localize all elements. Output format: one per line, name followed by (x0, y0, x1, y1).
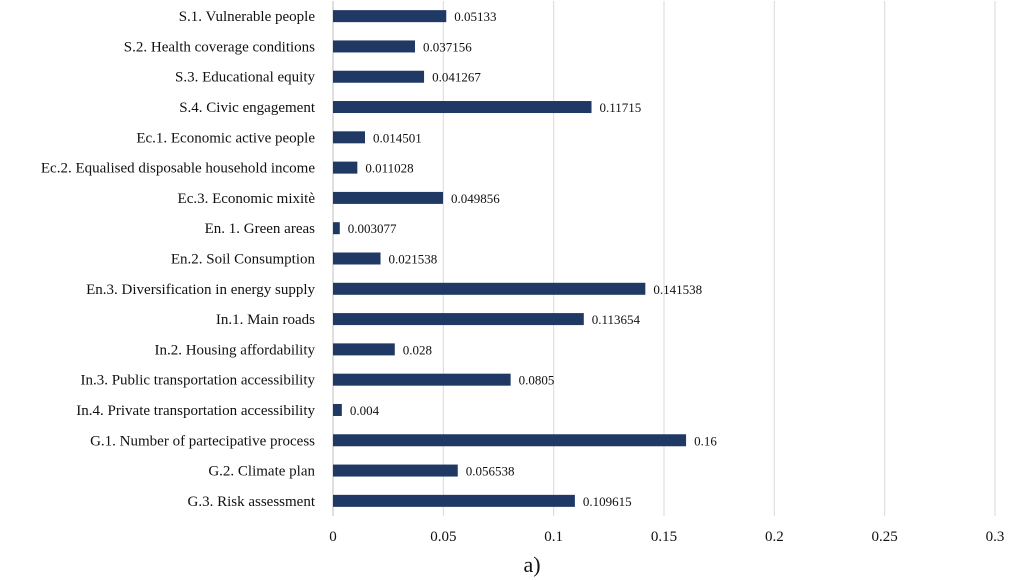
category-label: S.1. Vulnerable people (179, 9, 316, 25)
value-label: 0.011028 (365, 161, 413, 176)
category-label: S.2. Health coverage conditions (124, 39, 315, 55)
x-tick-label: 0.2 (765, 529, 784, 545)
category-labels: S.1. Vulnerable people S.2. Health covera… (41, 9, 316, 510)
x-tick-label: 0.25 (872, 529, 898, 545)
bar (333, 222, 340, 235)
category-label: Ec.3. Economic mixitè (178, 191, 316, 207)
bar (333, 252, 381, 265)
grid-lines (332, 1, 996, 516)
bar (333, 313, 584, 326)
bar (333, 282, 646, 295)
category-label: In.1. Main roads (216, 312, 315, 328)
category-label: In.4. Private transportation accessibili… (76, 403, 315, 419)
value-label: 0.028 (403, 342, 432, 357)
category-label: In.2. Housing affordability (154, 342, 315, 358)
category-label: G.1. Number of partecipative process (90, 433, 315, 449)
bar (333, 434, 687, 447)
x-tick-label: 0.05 (430, 529, 456, 545)
bar (333, 10, 447, 23)
value-label: 0.0805 (519, 373, 555, 388)
x-tick-label: 0 (329, 529, 337, 545)
value-label: 0.021538 (389, 252, 438, 267)
value-label: 0.113654 (592, 312, 641, 327)
value-label: 0.003077 (348, 221, 397, 236)
bar (333, 373, 511, 386)
value-label: 0.141538 (653, 282, 702, 297)
value-label: 0.014501 (373, 130, 422, 145)
value-label: 0.05133 (454, 9, 496, 24)
category-label: Ec.2. Equalised disposable household inc… (41, 161, 315, 177)
chart-caption: a) (523, 552, 540, 577)
category-label: In.3. Public transportation accessibilit… (80, 373, 315, 389)
bar (333, 70, 425, 83)
category-label: En. 1. Green areas (205, 221, 316, 237)
bar (333, 101, 592, 114)
bar (333, 161, 358, 174)
value-label: 0.056538 (466, 464, 515, 479)
bar (333, 131, 365, 144)
value-label: 0.11715 (600, 100, 642, 115)
bars (333, 10, 687, 507)
category-label: Ec.1. Economic active people (136, 130, 315, 146)
category-label: En.3. Diversification in energy supply (86, 282, 315, 298)
x-tick-label: 0.3 (986, 529, 1005, 545)
value-label: 0.041267 (432, 70, 481, 85)
value-label: 0.109615 (583, 494, 632, 509)
category-label: S.3. Educational equity (175, 70, 315, 86)
category-label: S.4. Civic engagement (179, 100, 316, 116)
value-label: 0.037156 (423, 39, 472, 54)
x-axis-ticks: 0 0.05 0.1 0.15 0.2 0.25 0.3 (329, 529, 1004, 545)
category-label: G.2. Climate plan (208, 464, 315, 480)
category-label: En.2. Soil Consumption (171, 252, 316, 268)
bar (333, 403, 342, 416)
bar (333, 40, 415, 53)
bar (333, 191, 444, 204)
value-label: 0.16 (694, 433, 717, 448)
value-label: 0.049856 (451, 191, 500, 206)
category-label: G.3. Risk assessment (188, 494, 316, 510)
x-tick-label: 0.15 (651, 529, 677, 545)
x-tick-label: 0.1 (544, 529, 563, 545)
value-label: 0.004 (350, 403, 380, 418)
bar (333, 494, 575, 507)
value-labels: 0.05133 0.037156 0.041267 0.11715 0.014501 0.… (348, 9, 718, 509)
bar (333, 343, 395, 356)
bar (333, 464, 458, 477)
